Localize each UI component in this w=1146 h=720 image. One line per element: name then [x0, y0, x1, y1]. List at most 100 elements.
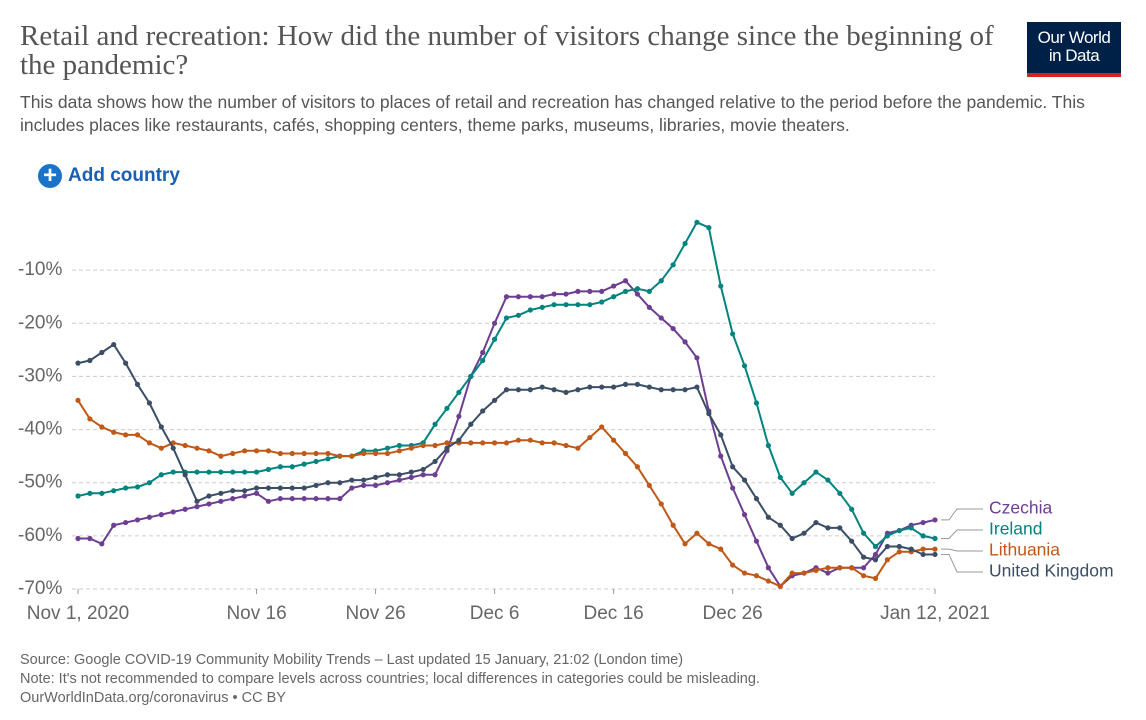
data-point	[111, 341, 117, 348]
x-tick-label: Dec 6	[470, 603, 520, 624]
data-point	[361, 482, 367, 488]
data-point	[741, 511, 748, 518]
data-point	[325, 450, 331, 457]
data-point	[813, 567, 819, 574]
data-point	[622, 288, 629, 294]
x-tick-label: Nov 1, 2020	[27, 603, 129, 624]
data-point	[253, 490, 260, 496]
data-point	[599, 299, 605, 305]
logo[interactable]: Our World in Data	[1027, 22, 1121, 77]
data-point	[682, 240, 688, 247]
data-point	[134, 432, 141, 438]
data-point	[753, 400, 760, 406]
data-point	[337, 496, 343, 502]
data-point	[753, 538, 760, 544]
data-point	[372, 474, 379, 480]
data-point	[75, 493, 81, 499]
data-point	[587, 302, 593, 308]
data-point	[611, 294, 617, 300]
data-point	[242, 493, 248, 499]
data-point	[801, 570, 807, 576]
data-point	[289, 485, 295, 491]
chart-title: Retail and recreation: How did the numbe…	[20, 20, 994, 81]
data-point	[539, 384, 545, 390]
data-point	[75, 397, 81, 403]
data-point	[920, 519, 926, 526]
data-point	[849, 538, 855, 544]
data-point	[134, 381, 141, 387]
source-note: Source: Google COVID-19 Community Mobili…	[20, 652, 684, 668]
data-point	[503, 315, 510, 321]
data-point	[575, 387, 581, 393]
data-point	[789, 490, 795, 496]
data-point	[777, 474, 783, 480]
note: Note: It's not recommended to compare le…	[20, 671, 760, 687]
data-point	[718, 453, 724, 459]
data-point	[634, 464, 641, 470]
data-point	[694, 384, 700, 390]
data-point	[849, 506, 855, 512]
data-point	[646, 304, 652, 310]
logo-line: Our World	[1037, 28, 1111, 47]
data-point	[277, 496, 283, 502]
data-point	[396, 442, 402, 449]
data-point	[182, 472, 188, 478]
data-point	[230, 496, 236, 502]
data-point	[265, 485, 272, 491]
data-point	[575, 288, 581, 294]
data-point	[813, 469, 819, 475]
data-point	[206, 469, 212, 475]
data-point	[253, 469, 260, 475]
x-tick-label: Dec 16	[584, 603, 644, 624]
data-point	[563, 302, 569, 308]
data-point	[480, 408, 486, 414]
data-point	[932, 517, 938, 523]
data-point	[123, 360, 129, 366]
series-line	[78, 279, 936, 588]
add-country-button[interactable]: + Add country	[38, 163, 180, 189]
data-point	[765, 514, 771, 520]
data-point	[789, 535, 795, 542]
data-point	[908, 525, 914, 531]
data-point	[896, 527, 902, 534]
data-point	[539, 304, 545, 310]
data-point	[622, 450, 629, 457]
data-point	[932, 546, 938, 552]
data-point	[860, 554, 867, 560]
data-point	[527, 294, 533, 300]
logo-line: in Data	[1048, 46, 1100, 65]
data-point	[123, 519, 129, 526]
data-point	[563, 442, 569, 449]
license: OurWorldInData.org/coronavirus • CC BY	[20, 690, 286, 706]
data-point	[670, 326, 676, 332]
data-point	[456, 389, 462, 395]
data-point	[551, 440, 557, 446]
y-tick-label: -10%	[18, 259, 62, 280]
data-point	[849, 565, 855, 571]
data-point	[123, 485, 129, 491]
data-point	[87, 490, 93, 496]
data-point	[349, 477, 355, 483]
chart-subtitle: This data shows how the number of visito…	[20, 92, 1085, 135]
data-point	[896, 543, 902, 550]
data-point	[265, 466, 272, 473]
data-point	[253, 448, 260, 454]
data-point	[170, 445, 176, 451]
data-point	[99, 424, 105, 430]
data-point	[872, 557, 879, 563]
data-point	[646, 288, 652, 294]
data-point	[777, 583, 783, 589]
data-point	[384, 480, 391, 486]
data-point	[503, 294, 510, 300]
data-point	[480, 357, 486, 364]
data-point	[551, 302, 557, 308]
data-point	[158, 424, 164, 430]
legend-label: Ireland	[989, 519, 1043, 539]
data-point	[646, 384, 652, 390]
data-point	[301, 485, 307, 491]
data-point	[515, 312, 522, 318]
data-point	[206, 501, 212, 507]
data-point	[87, 535, 93, 542]
data-point	[218, 469, 224, 475]
